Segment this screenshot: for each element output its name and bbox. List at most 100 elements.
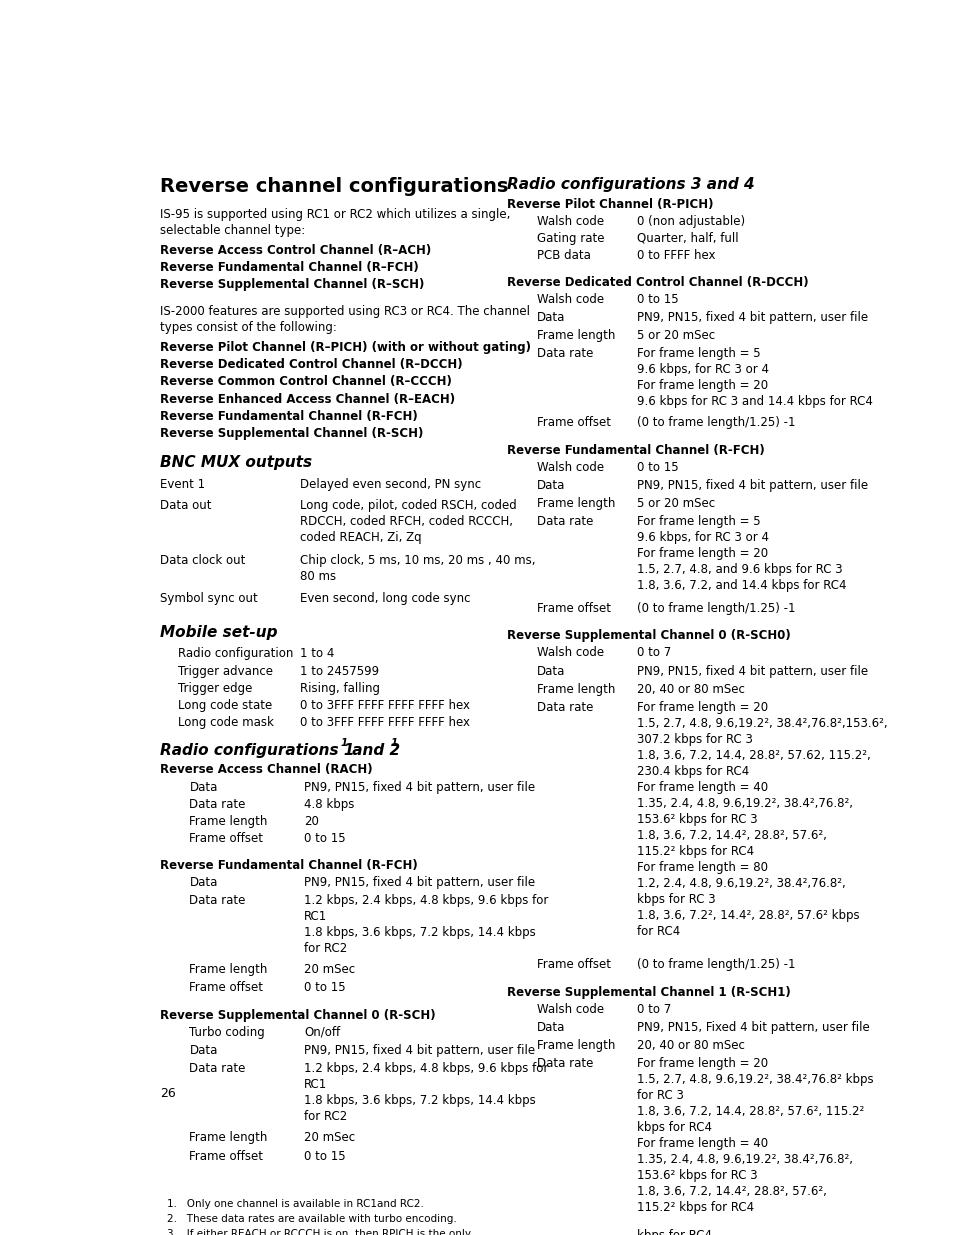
Text: 1: 1 [340,737,347,747]
Text: For frame length = 20
1.5, 2.7, 4.8, 9.6,19.2², 38.4²,76.8²,153.6²,
307.2 kbps f: For frame length = 20 1.5, 2.7, 4.8, 9.6… [637,700,886,937]
Text: Frame offset: Frame offset [190,982,263,994]
Text: Frame length: Frame length [537,1039,615,1052]
Text: Reverse Pilot Channel (R–PICH) (with or without gating): Reverse Pilot Channel (R–PICH) (with or … [160,341,531,354]
Text: Reverse Fundamental Channel (R-FCH): Reverse Fundamental Channel (R-FCH) [160,858,417,872]
Text: 4.8 kbps: 4.8 kbps [304,798,355,810]
Text: PN9, PN15, fixed 4 bit pattern, user file: PN9, PN15, fixed 4 bit pattern, user fil… [304,781,535,794]
Text: Frame offset: Frame offset [190,832,263,845]
Text: 26: 26 [160,1087,175,1100]
Text: PCB data: PCB data [537,249,590,262]
Text: Frame offset: Frame offset [537,601,610,615]
Text: Frame length: Frame length [190,963,268,976]
Text: Walsh code: Walsh code [537,461,603,474]
Text: 1 to 4: 1 to 4 [300,647,335,661]
Text: Reverse Fundamental Channel (R-FCH): Reverse Fundamental Channel (R-FCH) [160,410,417,422]
Text: Walsh code: Walsh code [537,1003,603,1016]
Text: Reverse Common Control Channel (R–CCCH): Reverse Common Control Channel (R–CCCH) [160,375,452,389]
Text: Reverse Supplemental Channel 0 (R-SCH): Reverse Supplemental Channel 0 (R-SCH) [160,1009,436,1021]
Text: 0 to 15: 0 to 15 [304,982,345,994]
Text: Even second, long code sync: Even second, long code sync [300,593,471,605]
Text: Quarter, half, full: Quarter, half, full [637,232,738,245]
Text: (0 to frame length/1.25) -1: (0 to frame length/1.25) -1 [637,958,795,972]
Text: 0 to 15: 0 to 15 [304,1150,345,1162]
Text: Data clock out: Data clock out [160,555,245,567]
Text: Frame offset: Frame offset [537,958,610,972]
Text: PN9, PN15, fixed 4 bit pattern, user file: PN9, PN15, fixed 4 bit pattern, user fil… [637,479,867,492]
Text: Long code, pilot, coded RSCH, coded
RDCCH, coded RFCH, coded RCCCH,
coded REACH,: Long code, pilot, coded RSCH, coded RDCC… [300,499,517,545]
Text: 3.   If either REACH or RCCCH is on, then RPICH is the only
     other channel t: 3. If either REACH or RCCCH is on, then … [167,1229,471,1235]
Text: BNC MUX outputs: BNC MUX outputs [160,456,312,471]
Text: Data rate: Data rate [190,1062,246,1074]
Text: Data: Data [190,1044,217,1057]
Text: For frame length = 5
9.6 kbps, for RC 3 or 4
For frame length = 20
9.6 kbps for : For frame length = 5 9.6 kbps, for RC 3 … [637,347,872,408]
Text: PN9, PN15, fixed 4 bit pattern, user file: PN9, PN15, fixed 4 bit pattern, user fil… [304,876,535,889]
Text: Reverse Supplemental Channel (R–SCH): Reverse Supplemental Channel (R–SCH) [160,278,424,291]
Text: Frame length: Frame length [537,683,615,695]
Text: Symbol sync out: Symbol sync out [160,593,257,605]
Text: Frame length: Frame length [190,815,268,827]
Text: Gating rate: Gating rate [537,232,604,245]
Text: Reverse Supplemental Channel 0 (R-SCH0): Reverse Supplemental Channel 0 (R-SCH0) [507,630,790,642]
Text: 20: 20 [304,815,318,827]
Text: 0 to 7: 0 to 7 [637,1003,670,1016]
Text: (0 to frame length/1.25) -1: (0 to frame length/1.25) -1 [637,601,795,615]
Text: PN9, PN15, Fixed 4 bit pattern, user file: PN9, PN15, Fixed 4 bit pattern, user fil… [637,1021,868,1034]
Text: Frame length: Frame length [190,1131,268,1145]
Text: PN9, PN15, fixed 4 bit pattern, user file: PN9, PN15, fixed 4 bit pattern, user fil… [304,1044,535,1057]
Text: 0 to 7: 0 to 7 [637,646,670,659]
Text: 0 to 15: 0 to 15 [304,832,345,845]
Text: 2.   These data rates are available with turbo encoding.: 2. These data rates are available with t… [167,1214,456,1224]
Text: Data rate: Data rate [537,700,593,714]
Text: 1 to 2457599: 1 to 2457599 [300,664,379,678]
Text: Delayed even second, PN sync: Delayed even second, PN sync [300,478,481,492]
Text: 20, 40 or 80 mSec: 20, 40 or 80 mSec [637,1039,744,1052]
Text: (0 to frame length/1.25) -1: (0 to frame length/1.25) -1 [637,416,795,430]
Text: Reverse Supplemental Channel 1 (R-SCH1): Reverse Supplemental Channel 1 (R-SCH1) [507,986,790,999]
Text: Chip clock, 5 ms, 10 ms, 20 ms , 40 ms,
80 ms: Chip clock, 5 ms, 10 ms, 20 ms , 40 ms, … [300,555,536,583]
Text: 0 to FFFF hex: 0 to FFFF hex [637,249,715,262]
Text: Radio configurations 3 and 4: Radio configurations 3 and 4 [507,177,754,191]
Text: Reverse Pilot Channel (R-PICH): Reverse Pilot Channel (R-PICH) [507,198,713,211]
Text: Radio configuration: Radio configuration [178,647,294,661]
Text: Event 1: Event 1 [160,478,205,492]
Text: Data rate: Data rate [537,515,593,529]
Text: Reverse Access Control Channel (R–ACH): Reverse Access Control Channel (R–ACH) [160,245,431,257]
Text: 5 or 20 mSec: 5 or 20 mSec [637,498,714,510]
Text: 1.2 kbps, 2.4 kbps, 4.8 kbps, 9.6 kbps for
RC1
1.8 kbps, 3.6 kbps, 7.2 kbps, 14.: 1.2 kbps, 2.4 kbps, 4.8 kbps, 9.6 kbps f… [304,1062,548,1123]
Text: 1: 1 [390,737,397,747]
Text: 0 to 3FFF FFFF FFFF FFFF hex: 0 to 3FFF FFFF FFFF FFFF hex [300,716,470,729]
Text: Frame offset: Frame offset [537,416,610,430]
Text: Long code mask: Long code mask [178,716,274,729]
Text: Frame offset: Frame offset [190,1150,263,1162]
Text: and 2: and 2 [347,742,399,757]
Text: PN9, PN15, fixed 4 bit pattern, user file: PN9, PN15, fixed 4 bit pattern, user fil… [637,664,867,678]
Text: Data rate: Data rate [537,347,593,359]
Text: Walsh code: Walsh code [537,646,603,659]
Text: Trigger edge: Trigger edge [178,682,253,694]
Text: Walsh code: Walsh code [537,215,603,227]
Text: 20 mSec: 20 mSec [304,1131,355,1145]
Text: Mobile set-up: Mobile set-up [160,625,277,640]
Text: Data: Data [190,876,217,889]
Text: Data out: Data out [160,499,212,513]
Text: Frame length: Frame length [537,498,615,510]
Text: Reverse Access Channel (RACH): Reverse Access Channel (RACH) [160,763,373,777]
Text: Data: Data [537,1021,565,1034]
Text: IS-2000 features are supported using RC3 or RC4. The channel
types consist of th: IS-2000 features are supported using RC3… [160,305,529,335]
Text: 1.   Only one channel is available in RC1and RC2.: 1. Only one channel is available in RC1a… [167,1199,424,1209]
Text: Rising, falling: Rising, falling [300,682,380,694]
Text: PN9, PN15, fixed 4 bit pattern, user file: PN9, PN15, fixed 4 bit pattern, user fil… [637,311,867,324]
Text: 20, 40 or 80 mSec: 20, 40 or 80 mSec [637,683,744,695]
Text: Radio configurations 1: Radio configurations 1 [160,742,355,757]
Text: 0 (non adjustable): 0 (non adjustable) [637,215,744,227]
Text: Turbo coding: Turbo coding [190,1026,265,1039]
Text: Data: Data [537,311,565,324]
Text: Reverse Fundamental Channel (R–FCH): Reverse Fundamental Channel (R–FCH) [160,262,418,274]
Text: 0 to 15: 0 to 15 [637,461,678,474]
Text: Frame length: Frame length [537,329,615,342]
Text: Reverse Dedicated Control Channel (R–DCCH): Reverse Dedicated Control Channel (R–DCC… [160,358,462,372]
Text: Reverse Enhanced Access Channel (R–EACH): Reverse Enhanced Access Channel (R–EACH) [160,393,455,405]
Text: 0 to 3FFF FFFF FFFF FFFF hex: 0 to 3FFF FFFF FFFF FFFF hex [300,699,470,711]
Text: kbps for RC4: kbps for RC4 [637,1229,711,1235]
Text: 5 or 20 mSec: 5 or 20 mSec [637,329,714,342]
